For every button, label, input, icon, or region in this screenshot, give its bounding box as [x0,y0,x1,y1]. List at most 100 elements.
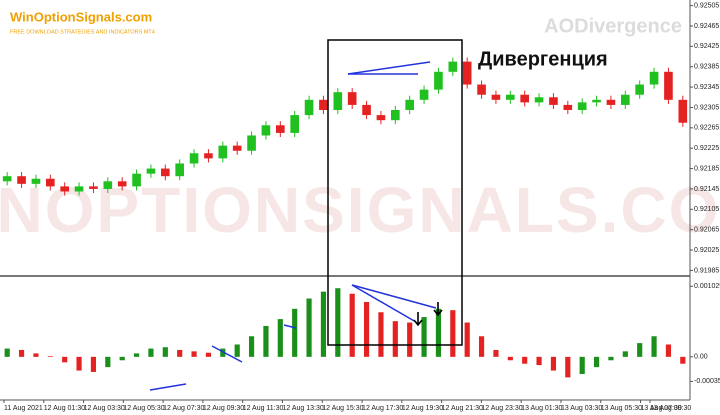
candle-body [664,71,673,100]
histogram-bar [320,291,327,357]
candle-body [391,110,400,121]
candle-body [462,61,472,85]
candle-body [189,153,199,164]
candle-body [204,153,213,159]
candle-body [17,176,26,184]
x-tick-label: 12 Aug 21:30 [442,405,483,412]
y-tick-label: -0.000358 [694,378,720,385]
candle-body [678,99,688,123]
y-tick-label: 0.92225 [694,145,719,152]
logo: WinOptionSignals.com [10,9,152,24]
y-tick-label: 0.92425 [694,43,719,50]
candle-body [635,84,644,95]
candle-body [434,71,443,90]
highlight-box [327,39,463,346]
y-tick-label: 0.92465 [694,23,719,30]
x-tick-label: 12 Aug 05:30 [123,405,164,412]
y-tick-label: 0.91985 [694,267,719,274]
candle-body [117,181,127,187]
histogram-bar [220,348,226,357]
logo-subtitle: FREE DOWNLOAD STRATEGIES AND INDICATORS … [10,29,155,35]
x-tick-label: 13 Aug 05:30 [601,405,642,412]
arrow [413,302,443,327]
y-tick-label: 0.92025 [694,247,719,254]
candle-body [577,102,587,110]
y-tick-label: 0.92345 [694,84,719,91]
x-tick-label: 12 Aug 23:30 [481,405,522,412]
candle-body [261,125,271,136]
candle-body [405,99,414,110]
histogram-bar [435,308,442,357]
trend-line [211,345,243,363]
candle-body [132,173,141,187]
histogram-bar [392,321,398,357]
candle-body [592,99,601,103]
candle-body [419,89,429,100]
histogram-bar [248,336,255,357]
candle-body [506,94,515,100]
histogram-bar [608,356,614,361]
histogram-bar [90,356,97,372]
divergence-drawing [149,39,463,391]
y-tick-label: 0.92505 [694,2,719,9]
histogram-bar [593,356,600,368]
histogram-bar [18,349,25,357]
x-tick-label: 12 Aug 09:30 [203,405,244,412]
trend-line [351,284,437,309]
candle-body [31,178,41,184]
y-tick-label: 0.92065 [694,227,719,234]
histogram-bar [292,308,298,357]
histogram-bar [148,348,154,357]
candle-body [175,163,184,177]
y-tick-label: 0.92265 [694,125,719,132]
histogram-bar [622,351,628,357]
x-tick-label: 12 Aug 17:30 [362,405,403,412]
histogram-bar [363,301,370,357]
candle-body [362,104,371,116]
candle-body [103,181,113,189]
annotation: Дивергенция [478,48,608,70]
histogram-bar [421,317,427,357]
y-tick-label: 0.00 [694,354,708,361]
candle-body [649,71,659,85]
x-tick-label: 12 Aug 11:30 [243,405,284,412]
histogram-bar [522,356,528,364]
histogram-bar [550,356,557,371]
candle-body [146,168,156,174]
x-tick-label: 13 Aug 07:30 [641,405,682,412]
candle-body [290,115,299,133]
histogram-bar [263,325,269,357]
histogram-bar [205,352,212,357]
candle-body [89,186,98,189]
histogram-bar [665,344,672,357]
candle-body [534,97,544,103]
candle-body [161,168,170,177]
candle-body [333,92,343,110]
histogram-bar [507,356,513,361]
candle-body [347,92,357,105]
candle-body [549,97,558,105]
x-tick-label: 13 Aug 01:30 [521,405,562,412]
histogram-bar [306,298,312,357]
candle-body [448,61,458,72]
candle-body [232,145,242,151]
histogram-bar [33,353,39,357]
candle-body [74,186,84,192]
histogram-bar [162,347,168,357]
histogram-bar [493,349,499,357]
x-tick-label: 13 Aug 09:30 [650,405,691,412]
trend-line [283,324,297,329]
x-tick-label: 12 Aug 03:30 [84,405,125,412]
histogram-bar [191,351,197,357]
histogram-bar [464,322,470,357]
candle-body [563,104,573,110]
x-tick-label: 12 Aug 15:30 [322,405,363,412]
histogram-bar [378,312,384,357]
candle-body [304,99,314,116]
histogram-bar [680,356,686,364]
trend-line [347,61,431,75]
histogram-bar [105,356,111,368]
candle-body [60,186,69,192]
candle-body [477,84,486,95]
